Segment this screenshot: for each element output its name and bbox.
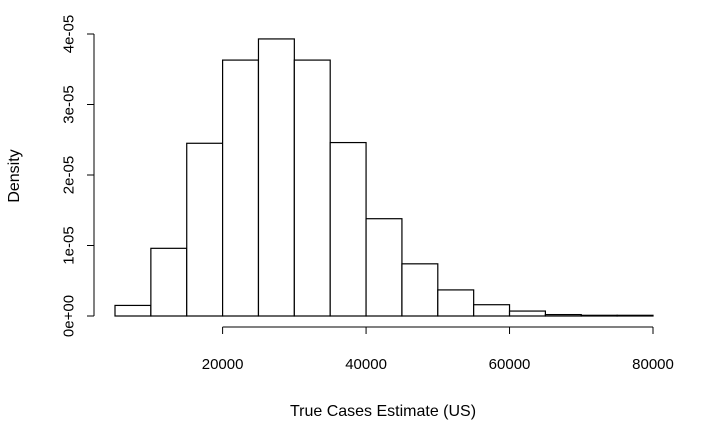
histogram-bar-8 xyxy=(401,263,439,317)
y-axis-ticks: 0e+00 1e-05 2e-05 3e-05 4e-05 xyxy=(60,15,94,337)
y-axis-title: Density xyxy=(6,149,23,202)
x-tick-label: 40000 xyxy=(345,356,387,373)
y-tick-label: 2e-05 xyxy=(60,156,77,194)
y-tick-label: 1e-05 xyxy=(60,226,77,264)
histogram-bar-1 xyxy=(150,247,188,317)
histogram-bar-3 xyxy=(222,59,260,317)
histogram-bar-12 xyxy=(544,313,582,317)
y-tick-label: 4e-05 xyxy=(60,15,77,53)
x-axis-ticks: 20000 40000 60000 80000 xyxy=(202,327,674,373)
histogram-bar-9 xyxy=(437,289,475,317)
histogram-bar-10 xyxy=(473,304,511,317)
x-axis: 20000 40000 60000 80000 xyxy=(202,326,674,373)
x-tick-label: 20000 xyxy=(202,356,244,373)
histogram-bars xyxy=(114,38,654,317)
x-tick-label: 80000 xyxy=(632,356,674,373)
histogram-bar-11 xyxy=(508,310,546,317)
y-axis: 0e+00 1e-05 2e-05 3e-05 4e-05 xyxy=(60,15,95,337)
histogram-bar-2 xyxy=(186,142,224,317)
histogram-bar-7 xyxy=(365,218,403,317)
histogram-bar-13 xyxy=(580,314,618,317)
y-tick-label: 0e+00 xyxy=(60,295,77,337)
y-tick-label: 3e-05 xyxy=(60,85,77,123)
histogram-bar-5 xyxy=(293,59,331,317)
histogram-bar-6 xyxy=(329,141,367,317)
histogram-bar-14 xyxy=(616,314,654,317)
histogram-bar-4 xyxy=(257,38,295,317)
histogram-bar-0 xyxy=(114,304,152,317)
x-tick-label: 60000 xyxy=(489,356,531,373)
x-axis-title: True Cases Estimate (US) xyxy=(290,403,476,420)
